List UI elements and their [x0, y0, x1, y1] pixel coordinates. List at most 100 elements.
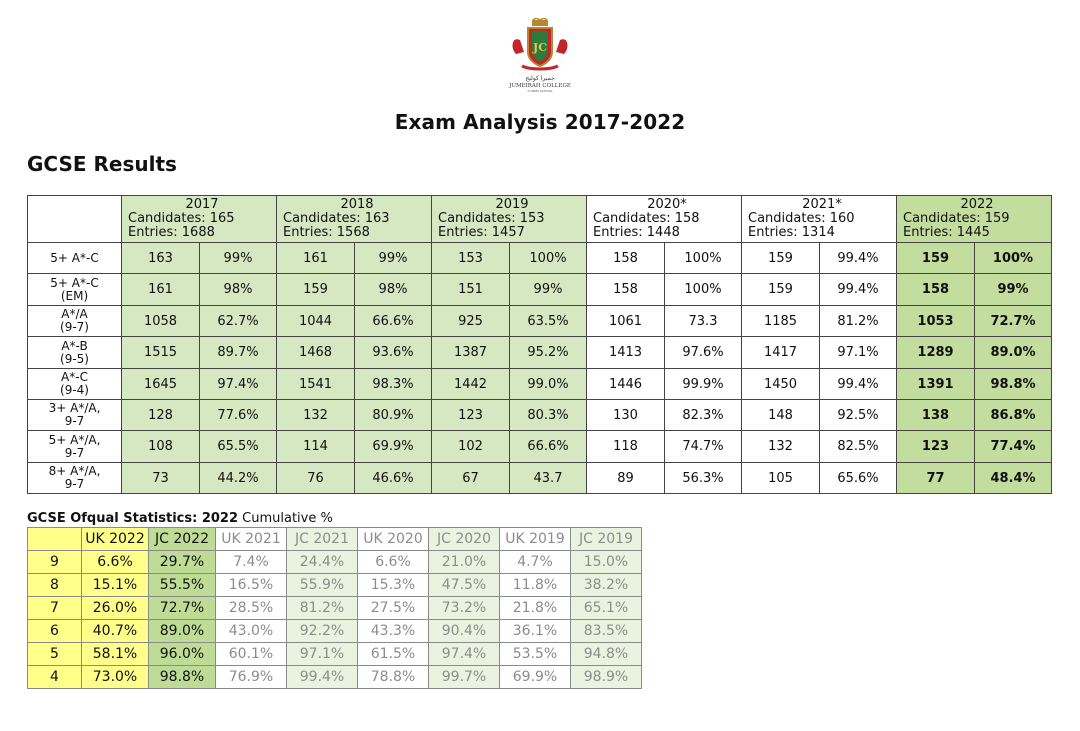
- ofqual-cell: 72.7%: [148, 596, 216, 620]
- row-label-line1: 5+ A*-C: [50, 275, 99, 290]
- ofqual-cell: 69.9%: [499, 665, 571, 689]
- table-cell: 44.2%: [199, 462, 277, 494]
- table-cell: 1446: [586, 368, 665, 400]
- ofqual-cell: 15.3%: [357, 573, 429, 597]
- table-cell: 80.9%: [354, 399, 432, 431]
- year-label: 2021*: [802, 197, 842, 212]
- table-cell: 100%: [509, 242, 587, 274]
- ofqual-cell: 27.5%: [357, 596, 429, 620]
- table-cell: 925: [431, 305, 510, 337]
- ofqual-cell: 15.0%: [570, 550, 642, 574]
- ofqual-cell: 24.4%: [286, 550, 358, 574]
- ofqual-cell: 55.9%: [286, 573, 358, 597]
- row-label-line1: A*-B: [61, 338, 88, 353]
- ofqual-cell: 81.2%: [286, 596, 358, 620]
- table-cell: 1289: [896, 336, 975, 369]
- row-label: 5+ A*-C (EM): [27, 273, 122, 306]
- table-cell: 1061: [586, 305, 665, 337]
- row-label-line2: 9-7: [64, 414, 85, 428]
- row-label-line1: 8+ A*/A,: [48, 464, 101, 478]
- table-cell: 114: [276, 430, 355, 463]
- table-row: 8+ A*/A, 9-7 73 44.2% 76 46.6% 67 43.7 89 56.3% 10…: [27, 462, 1052, 494]
- table-cell: 1413: [586, 336, 665, 369]
- grade-label: 8: [27, 573, 82, 597]
- ofqual-cell: 60.1%: [215, 642, 287, 666]
- ofqual-column-header: UK 2020: [357, 527, 429, 551]
- grade-label: 9: [27, 550, 82, 574]
- table-cell: 151: [431, 273, 510, 306]
- table-cell: 76: [276, 462, 355, 494]
- table-cell: 65.5%: [199, 430, 277, 463]
- table-cell: 74.7%: [664, 430, 742, 463]
- table-cell: 1645: [121, 368, 200, 400]
- table-cell: 148: [741, 399, 820, 431]
- entries-count: Entries: 1568: [283, 225, 370, 240]
- table-cell: 72.7%: [974, 305, 1052, 337]
- candidates-count: Candidates: 165: [128, 211, 235, 226]
- results-header-row: 2017 Candidates: 165 Entries: 1688 2018 Cand…: [27, 195, 1052, 243]
- table-cell: 118: [586, 430, 665, 463]
- ofqual-cell: 16.5%: [215, 573, 287, 597]
- ofqual-cell: 53.5%: [499, 642, 571, 666]
- row-label-line1: 5+ A*-C: [50, 250, 99, 265]
- table-cell: 138: [896, 399, 975, 431]
- ofqual-row: 6 40.7% 89.0% 43.0% 92.2% 43.3% 90.4% 36.1% 83.5…: [27, 619, 642, 643]
- table-cell: 158: [896, 273, 975, 306]
- ofqual-cell: 96.0%: [148, 642, 216, 666]
- section-title: GCSE Results: [27, 152, 177, 176]
- entries-count: Entries: 1314: [748, 225, 835, 240]
- table-cell: 153: [431, 242, 510, 274]
- year-header: 2022 Candidates: 159 Entries: 1445: [896, 195, 1052, 243]
- table-cell: 1450: [741, 368, 820, 400]
- table-cell: 99%: [509, 273, 587, 306]
- ofqual-cell: 83.5%: [570, 619, 642, 643]
- table-cell: 1442: [431, 368, 510, 400]
- ofqual-column-header: JC 2020: [428, 527, 500, 551]
- table-cell: 80.3%: [509, 399, 587, 431]
- ofqual-title: GCSE Ofqual Statistics: 2022 Cumulative …: [27, 511, 333, 526]
- row-label-line2: (9-5): [60, 351, 89, 366]
- table-cell: 132: [276, 399, 355, 431]
- ofqual-corner: [27, 527, 82, 551]
- ofqual-row: 4 73.0% 98.8% 76.9% 99.4% 78.8% 99.7% 69.9% 98.9…: [27, 665, 642, 689]
- table-cell: 130: [586, 399, 665, 431]
- ofqual-cell: 92.2%: [286, 619, 358, 643]
- ofqual-cell: 76.9%: [215, 665, 287, 689]
- table-cell: 161: [121, 273, 200, 306]
- ofqual-cell: 99.7%: [428, 665, 500, 689]
- year-label: 2022: [960, 197, 994, 212]
- ofqual-cell: 21.0%: [428, 550, 500, 574]
- grade-label: 5: [27, 642, 82, 666]
- svg-text:جميرا كوليج: جميرا كوليج: [525, 75, 555, 82]
- table-row: 5+ A*/A, 9-7 108 65.5% 114 69.9% 102 66.6% 118 74…: [27, 430, 1052, 463]
- table-cell: 161: [276, 242, 355, 274]
- table-cell: 43.7: [509, 462, 587, 494]
- table-cell: 63.5%: [509, 305, 587, 337]
- candidates-count: Candidates: 160: [748, 211, 855, 226]
- table-cell: 97.1%: [819, 336, 897, 369]
- ofqual-column-header: JC 2022: [148, 527, 216, 551]
- ofqual-cell: 55.5%: [148, 573, 216, 597]
- table-cell: 123: [896, 430, 975, 463]
- ofqual-cell: 11.8%: [499, 573, 571, 597]
- ofqual-row: 7 26.0% 72.7% 28.5% 81.2% 27.5% 73.2% 21.8% 65.1…: [27, 596, 642, 620]
- ofqual-cell: 61.5%: [357, 642, 429, 666]
- table-cell: 98.3%: [354, 368, 432, 400]
- table-cell: 73: [121, 462, 200, 494]
- table-cell: 98.8%: [974, 368, 1052, 400]
- ofqual-cell: 40.7%: [81, 619, 149, 643]
- table-cell: 100%: [974, 242, 1052, 274]
- table-cell: 159: [896, 242, 975, 274]
- ofqual-title-rest: Cumulative %: [238, 511, 333, 526]
- ofqual-cell: 6.6%: [81, 550, 149, 574]
- table-cell: 95.2%: [509, 336, 587, 369]
- row-label: 5+ A*-C: [27, 242, 122, 274]
- ofqual-cell: 29.7%: [148, 550, 216, 574]
- grade-label: 6: [27, 619, 82, 643]
- table-cell: 97.4%: [199, 368, 277, 400]
- table-cell: 1541: [276, 368, 355, 400]
- ofqual-cell: 65.1%: [570, 596, 642, 620]
- ofqual-cell: 26.0%: [81, 596, 149, 620]
- entries-count: Entries: 1445: [903, 225, 990, 240]
- table-cell: 100%: [664, 273, 742, 306]
